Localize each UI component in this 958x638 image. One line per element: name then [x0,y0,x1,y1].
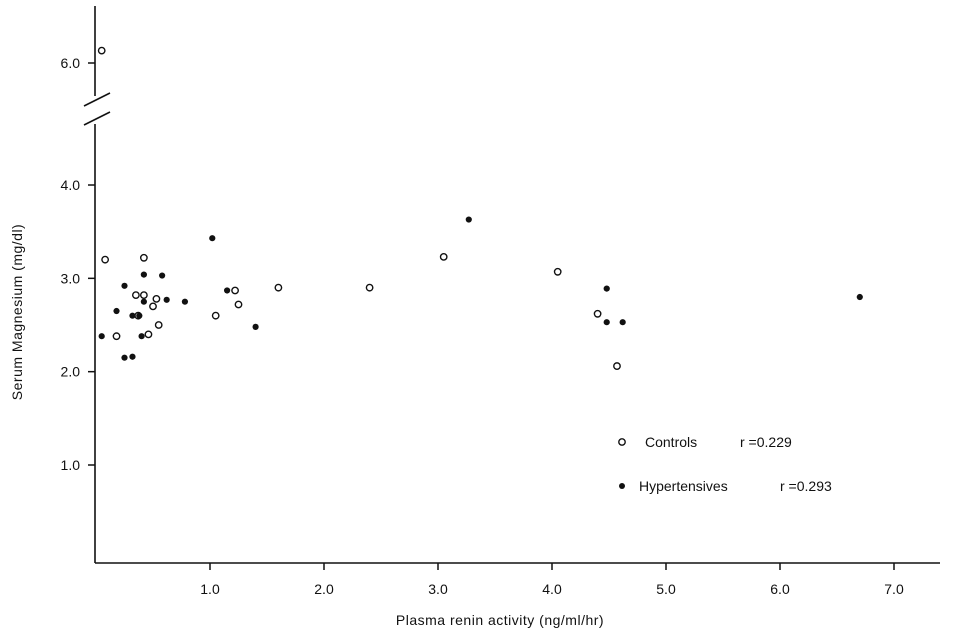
x-tick-label: 1.0 [200,581,220,597]
x-tick-label: 7.0 [884,581,904,597]
legend-r-hypertensives: r =0.293 [780,478,832,494]
x-axis-label: Plasma renin activity (ng/ml/hr) [396,612,604,628]
y-tick-label: 2.0 [61,364,81,380]
x-tick-label: 2.0 [314,581,334,597]
control-point [97,46,106,55]
x-ticks: 1.0 2.0 3.0 4.0 5.0 6.0 7.0 [200,563,904,597]
hypertensive-point [121,282,128,289]
hypertensive-point [163,296,170,303]
x-tick-label: 4.0 [542,581,562,597]
hypertensive-point [619,319,626,326]
control-point [154,321,163,329]
control-point [365,283,374,292]
y-tick-label: 1.0 [61,457,81,473]
control-point [234,300,243,309]
hypertensive-point [856,293,863,301]
control-point [101,255,110,264]
control-point [613,362,621,370]
hypertensive-point [224,287,231,294]
hypertensive-point [136,312,143,319]
control-point [553,267,562,276]
hypertensive-point [603,319,610,326]
hypertensive-point [121,354,128,361]
hypertensive-point [181,298,189,305]
data-points [97,46,863,370]
legend-marker-controls [618,438,626,446]
hypertensive-point [129,353,136,360]
legend-label-hypertensives: Hypertensives [639,478,728,494]
hypertensive-point [129,312,136,319]
axis-break-mark-2 [83,111,111,126]
control-point [112,332,121,341]
x-tick-label: 5.0 [656,581,676,597]
y-tick-label: 4.0 [61,177,81,193]
control-point [439,252,448,261]
control-point [274,283,283,292]
control-point [144,330,153,339]
x-tick-label: 3.0 [428,581,448,597]
y-axis-label: Serum Magnesium (mg/dl) [9,224,25,400]
control-point [152,294,161,303]
hypertensive-point [465,216,472,223]
hypertensive-point [140,271,147,278]
control-point [139,291,148,300]
legend-marker-hypertensives [619,483,625,489]
control-point [231,286,239,295]
hypertensive-point [209,235,216,242]
control-point [149,302,157,311]
hypertensive-point [603,285,610,292]
axes [83,6,940,564]
y-tick-label: 6.0 [61,55,81,71]
hypertensive-point [140,298,147,305]
hypertensive-point [113,307,120,315]
x-tick-label: 6.0 [770,581,790,597]
legend: Controls r =0.229 Hypertensives r =0.293 [618,434,832,494]
hypertensive-point [138,333,145,340]
control-point [211,311,220,320]
hypertensive-point [159,272,166,279]
y-ticks: 1.0 2.0 3.0 4.0 6.0 [61,55,95,473]
hypertensive-point [252,323,259,330]
legend-r-controls: r =0.229 [740,434,792,450]
control-point [131,291,140,300]
legend-label-controls: Controls [645,434,697,450]
control-point [593,309,602,318]
control-point [139,253,148,262]
axis-break-mark-1 [83,92,111,107]
hypertensive-point [98,333,105,340]
y-tick-label: 3.0 [61,270,81,286]
